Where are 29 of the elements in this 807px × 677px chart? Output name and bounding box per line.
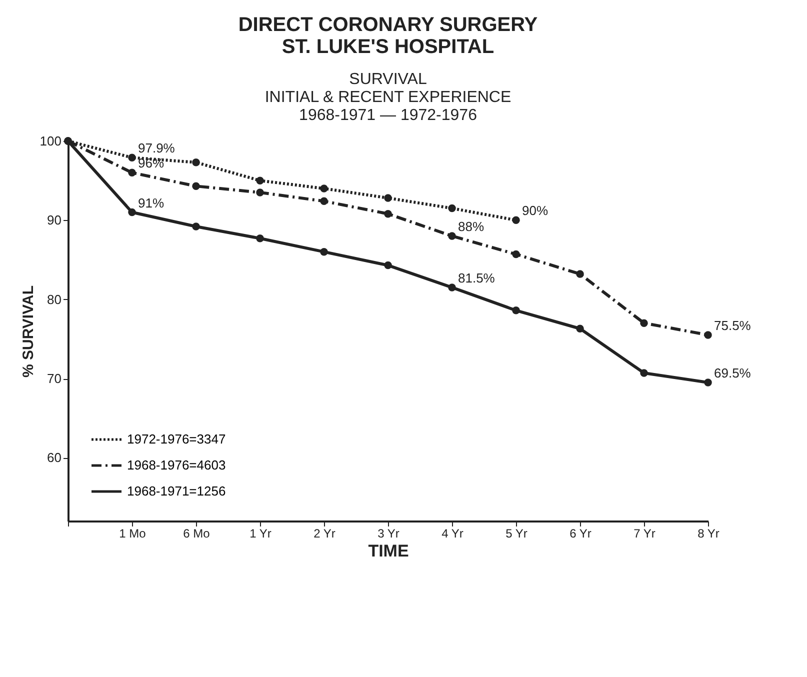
y-tick-label: 90 [47, 212, 62, 228]
data-label: 88% [458, 219, 484, 234]
legend-label: 1968-1976=4603 [127, 458, 226, 472]
y-tick-label: 100 [40, 134, 62, 148]
x-tick-label: 1 Yr [250, 526, 272, 540]
x-tick-label: 1 Mo [119, 526, 146, 540]
y-tick-label: 80 [47, 292, 62, 307]
chart-subtitle: SURVIVAL INITIAL & RECENT EXPERIENCE 1968-1971 — 1972-1976 [264, 71, 512, 124]
y-axis-title: % SURVIVAL [20, 286, 37, 378]
y-tick-label: 70 [47, 371, 62, 386]
legend-label: 1968-1971=1256 [127, 484, 226, 498]
data-label: 69.5% [714, 365, 752, 380]
y-tick-label: 60 [47, 450, 62, 466]
x-tick-label: 6 Yr [570, 526, 592, 540]
x-tick-label: 6 Mo [183, 526, 210, 540]
x-tick-label: 3 Yr [378, 526, 400, 540]
x-axis-title: TIME [368, 542, 409, 560]
data-label: 91% [138, 195, 164, 210]
x-tick-label: 5 Yr [506, 526, 528, 540]
data-label: 81.5% [458, 270, 496, 286]
chart-title: DIRECT CORONARY SURGERY ST. LUKE'S HOSPITAL [238, 14, 538, 58]
x-tick-label: 8 Yr [698, 526, 720, 540]
x-tick-label: 7 Yr [634, 526, 656, 540]
data-label: 75.5% [714, 318, 752, 333]
data-label: 90% [522, 203, 548, 218]
data-label: 97.9% [138, 140, 176, 156]
legend-label: 1972-1976=3347 [127, 432, 226, 446]
x-tick-label: 2 Yr [314, 526, 336, 540]
x-tick-label: 4 Yr [442, 526, 464, 540]
